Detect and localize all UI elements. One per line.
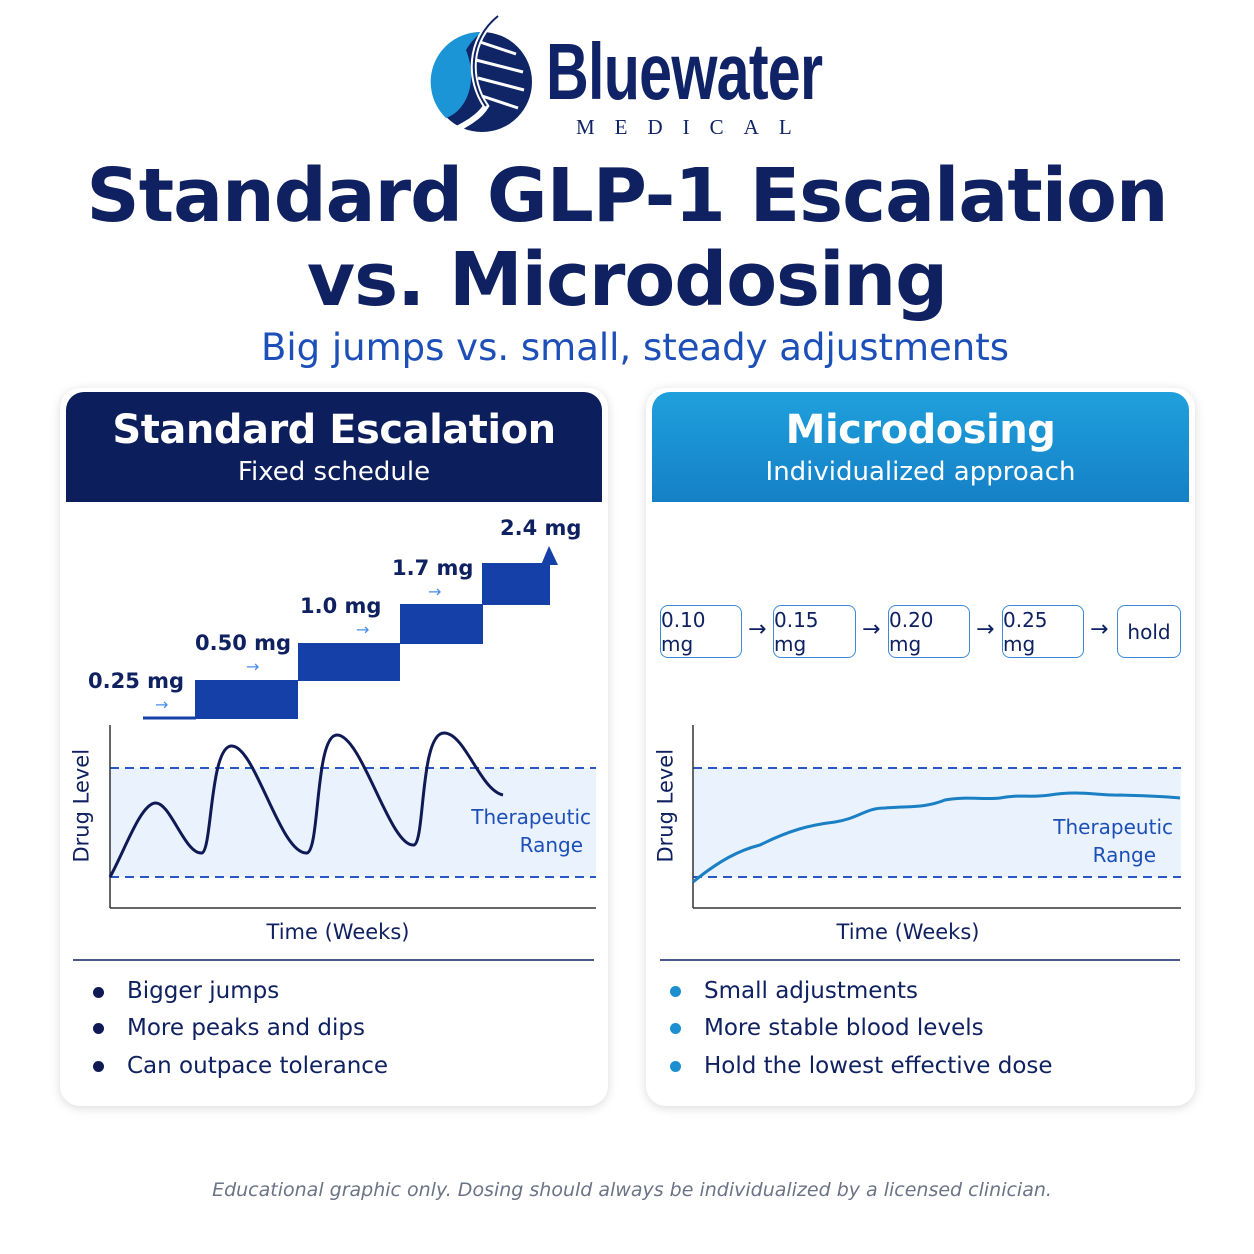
drug-level-curve [692,791,1181,884]
standard-card [60,388,608,1106]
therapeutic-band [693,768,1181,877]
arrow-right-icon: → [428,582,442,601]
disclaimer: Educational graphic only. Dosing should … [212,1179,1052,1201]
step-block [195,680,298,719]
band-label-line: Range [1092,843,1156,867]
dose-chip: 0.15 mg [773,605,856,658]
bullet-item: More peaks and dips [127,1015,365,1041]
band-label-line: Therapeutic [1053,815,1173,839]
standard-title: Standard Escalation [112,407,556,453]
band-label: Therapeutic Range [1020,813,1173,869]
therapeutic-band [110,768,596,877]
arrow-right-icon: → [1090,617,1109,642]
micro-header: Microdosing Individualized approach [652,392,1189,502]
step-block [298,643,400,681]
x-axis-label: Time (Weeks) [266,920,410,944]
step-label: 0.25 mg [88,669,185,693]
bullet-dot [93,987,104,998]
page-title-line1: Standard GLP-1 Escalation [86,153,1168,239]
step-label: 2.4 mg [500,516,582,540]
logo-icon [430,13,532,141]
bullet-dot [93,1023,104,1034]
arrow-right-icon: → [748,617,767,642]
bullet-dot [670,986,681,997]
micro-title: Microdosing [785,407,1056,453]
page-subtitle: Big jumps vs. small, steady adjustments [260,326,1010,369]
dose-chip: hold [1117,605,1181,658]
bullet-item: Bigger jumps [127,978,280,1004]
drug-level-curve [108,731,504,878]
bullet-item: Can outpace tolerance [127,1053,389,1079]
dose-chip: 0.10 mg [660,605,742,658]
band-label-line: Range [519,833,583,857]
bullet-item: Small adjustments [704,978,918,1004]
step-block [400,604,483,644]
up-arrow-icon [541,546,558,565]
arrow-right-icon: → [155,695,169,714]
step-block [482,563,550,605]
standard-subtitle: Fixed schedule [237,457,431,487]
bullet-dot [93,1061,104,1072]
x-axis-label: Time (Weeks) [836,920,980,944]
dose-chip: 0.25 mg [1002,605,1084,658]
band-label: Therapeutic Range [440,803,591,859]
step-label: 0.50 mg [195,631,292,655]
arrow-right-icon: → [246,657,260,676]
bullet-dot [670,1061,681,1072]
micro-subtitle: Individualized approach [765,457,1076,487]
arrow-right-icon: → [862,617,881,642]
page-title-line2: vs. Microdosing [306,237,948,323]
bullet-item: Hold the lowest effective dose [704,1053,1053,1079]
step-label: 1.0 mg [300,594,382,618]
dose-chip: 0.20 mg [888,605,970,658]
brand-name: Bluewater [546,27,823,116]
step-label: 1.7 mg [392,556,474,580]
bullet-dot [670,1023,681,1034]
band-label-line: Therapeutic [471,805,591,829]
y-axis-label: Drug Level [69,748,94,863]
bullet-item: More stable blood levels [704,1015,984,1041]
arrow-right-icon: → [976,617,995,642]
arrow-right-icon: → [356,620,370,639]
standard-header: Standard Escalation Fixed schedule [66,392,602,502]
y-axis-label: Drug Level [653,748,678,863]
brand-tagline: MEDICAL [576,115,812,139]
